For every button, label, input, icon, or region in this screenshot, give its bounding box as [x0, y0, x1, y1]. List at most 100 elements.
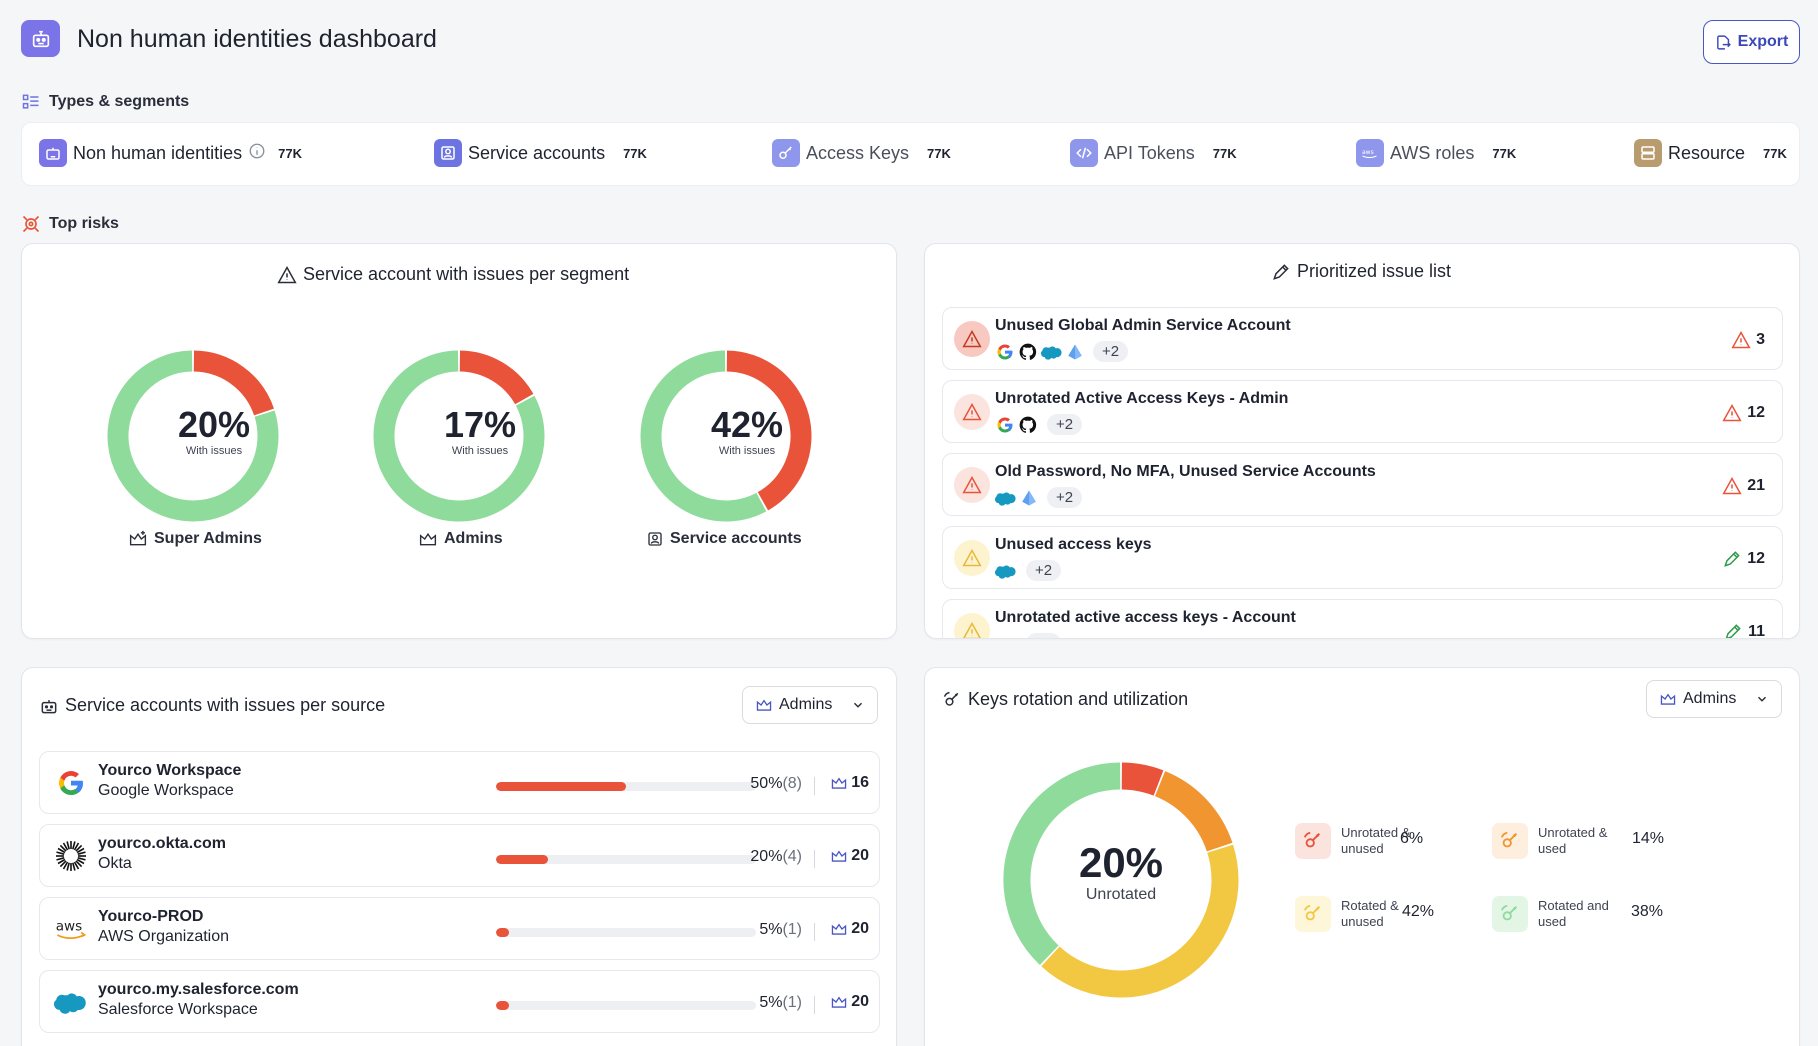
admins-count-value: 16 [851, 774, 869, 791]
code-icon [1070, 139, 1098, 167]
crown-icon [832, 996, 847, 1008]
google-logo [59, 771, 84, 795]
salesforce-logo [1041, 345, 1062, 360]
segment-label: Resource [1668, 142, 1746, 163]
issue-percent-value: 20% [750, 848, 783, 865]
legend-value: 42% [1402, 903, 1435, 920]
issue-count-value: 12 [1747, 550, 1765, 567]
google-logo [997, 344, 1013, 359]
severity-badge [954, 540, 990, 576]
rotation-title: Keys rotation and utilization [942, 689, 1188, 710]
dropdown-value: Admins [1683, 690, 1737, 707]
segment-label: Access Keys [806, 142, 910, 163]
warning-icon [963, 621, 981, 638]
robot-icon [41, 699, 57, 713]
issue-percent-value: 5% [759, 994, 783, 1011]
severity-badge [954, 613, 990, 638]
severity-badge [954, 467, 990, 503]
issue-count-value: 21 [1747, 477, 1765, 494]
segment-aws-roles[interactable]: aws AWS roles 77K [1356, 139, 1516, 167]
chevron-down-icon [1757, 696, 1767, 702]
issue-progress-bar [496, 928, 756, 937]
crown-icon [832, 777, 847, 789]
donut-label-admins: Admins [418, 530, 503, 548]
dropdown-value: Admins [779, 696, 833, 713]
google-logo [54, 766, 88, 800]
crown-icon [832, 923, 847, 935]
card-title-text: Service accounts with issues per source [65, 695, 386, 715]
admins-count: 20 [830, 993, 869, 1011]
source-name: yourco.my.salesforce.com [98, 981, 299, 998]
more-sources-chip: +2 [1047, 414, 1083, 435]
issue-count: 12 [1722, 403, 1765, 423]
warning-icon [1722, 403, 1742, 422]
segment-count: 77K [1763, 145, 1787, 161]
salesforce-logo [995, 564, 1016, 579]
crown-icon [419, 532, 437, 546]
rotation-arc [1121, 762, 1164, 796]
warning-icon [962, 475, 982, 494]
donut-center-super-admins: 20% With issues [134, 405, 294, 458]
issue-item[interactable]: Unused access keys +2 12 [942, 526, 1783, 589]
rotation-center-value: 20% [1078, 839, 1164, 886]
segment-label: API Tokens [1104, 142, 1195, 163]
segment-access-keys[interactable]: Access Keys 77K [772, 139, 951, 167]
issue-item[interactable]: Unrotated active access keys - Account +… [942, 599, 1783, 638]
segment-label: Service accounts [468, 142, 606, 163]
severity-badge [954, 394, 990, 430]
sources-card: Service accounts with issues per source … [21, 667, 897, 1046]
issue-percent: 5%(1) [759, 921, 802, 939]
key-rotation-icon [1295, 823, 1331, 859]
google-logo [997, 417, 1013, 432]
rotation-donut-chart [1003, 762, 1239, 998]
list-icon [22, 94, 39, 109]
crown-icon [1660, 693, 1676, 705]
issue-percent-value: 5% [759, 921, 783, 938]
legend-value: 6% [1400, 830, 1424, 847]
source-row[interactable]: aws Yourco-PROD AWS Organization 5%(1) 2… [39, 897, 880, 960]
crown-icon [756, 699, 772, 711]
info-icon [248, 142, 266, 165]
issue-count-value: (8) [782, 775, 802, 792]
legend-value: 14% [1632, 830, 1665, 847]
donut-label-service-accounts: Service accounts [646, 530, 802, 548]
pen-warning-icon [1724, 551, 1740, 567]
key-rotation-icon [1492, 896, 1528, 932]
warning-icon [962, 402, 982, 421]
donut-ok-arc [640, 350, 767, 522]
source-row[interactable]: Yourco Workspace Google Workspace 50%(8)… [39, 751, 880, 814]
source-row[interactable]: yourco.okta.com Okta 20%(4) 20 [39, 824, 880, 887]
aws-logo: aws [56, 919, 87, 939]
source-name: Yourco Workspace [98, 762, 242, 779]
issues-per-segment-card: Service account with issues per segment … [21, 243, 897, 639]
issue-percent: 20%(4) [750, 848, 802, 866]
segment-donuts-chart [107, 350, 812, 522]
issue-progress-fill [496, 855, 548, 864]
export-label: Export [1737, 33, 1789, 50]
app-robot-icon [21, 20, 60, 57]
donut-sub: With issues [718, 445, 776, 457]
issue-item[interactable]: Unrotated Active Access Keys - Admin +2 … [942, 380, 1783, 443]
donut-ok-arc [107, 350, 279, 522]
rotation-filter-dropdown[interactable]: Admins [1646, 680, 1782, 718]
segment-api-tokens[interactable]: API Tokens 77K [1070, 139, 1237, 167]
donut-label-super-admins: Super Admins [128, 530, 262, 548]
issue-progress-bar [496, 855, 756, 864]
segment-count: 77K [927, 145, 951, 161]
legend-label: Unrotated & unused [1341, 825, 1411, 856]
rotation-center: 20% Unrotated [1041, 840, 1201, 904]
prioritized-issues-card: Prioritized issue list Unused Global Adm… [924, 243, 1800, 639]
issues-per-segment-title: Service account with issues per segment [277, 264, 629, 285]
issue-item[interactable]: Unused Global Admin Service Account +2 3 [942, 307, 1783, 370]
issue-count-value: (1) [782, 921, 802, 938]
source-name: Yourco-PROD [98, 908, 204, 925]
segment-non-human-identities[interactable]: Non human identities 77K [39, 139, 302, 167]
sources-filter-dropdown[interactable]: Admins [742, 686, 878, 724]
segment-resource[interactable]: Resource 77K [1634, 139, 1787, 167]
segment-service-accounts[interactable]: Service accounts 77K [434, 139, 647, 167]
issue-item[interactable]: Old Password, No MFA, Unused Service Acc… [942, 453, 1783, 516]
warning-icon [1722, 476, 1742, 495]
export-button[interactable]: Export [1703, 20, 1800, 64]
source-row[interactable]: yourco.my.salesforce.com Salesforce Work… [39, 970, 880, 1033]
rotation-center-label: Unrotated [1085, 886, 1157, 903]
